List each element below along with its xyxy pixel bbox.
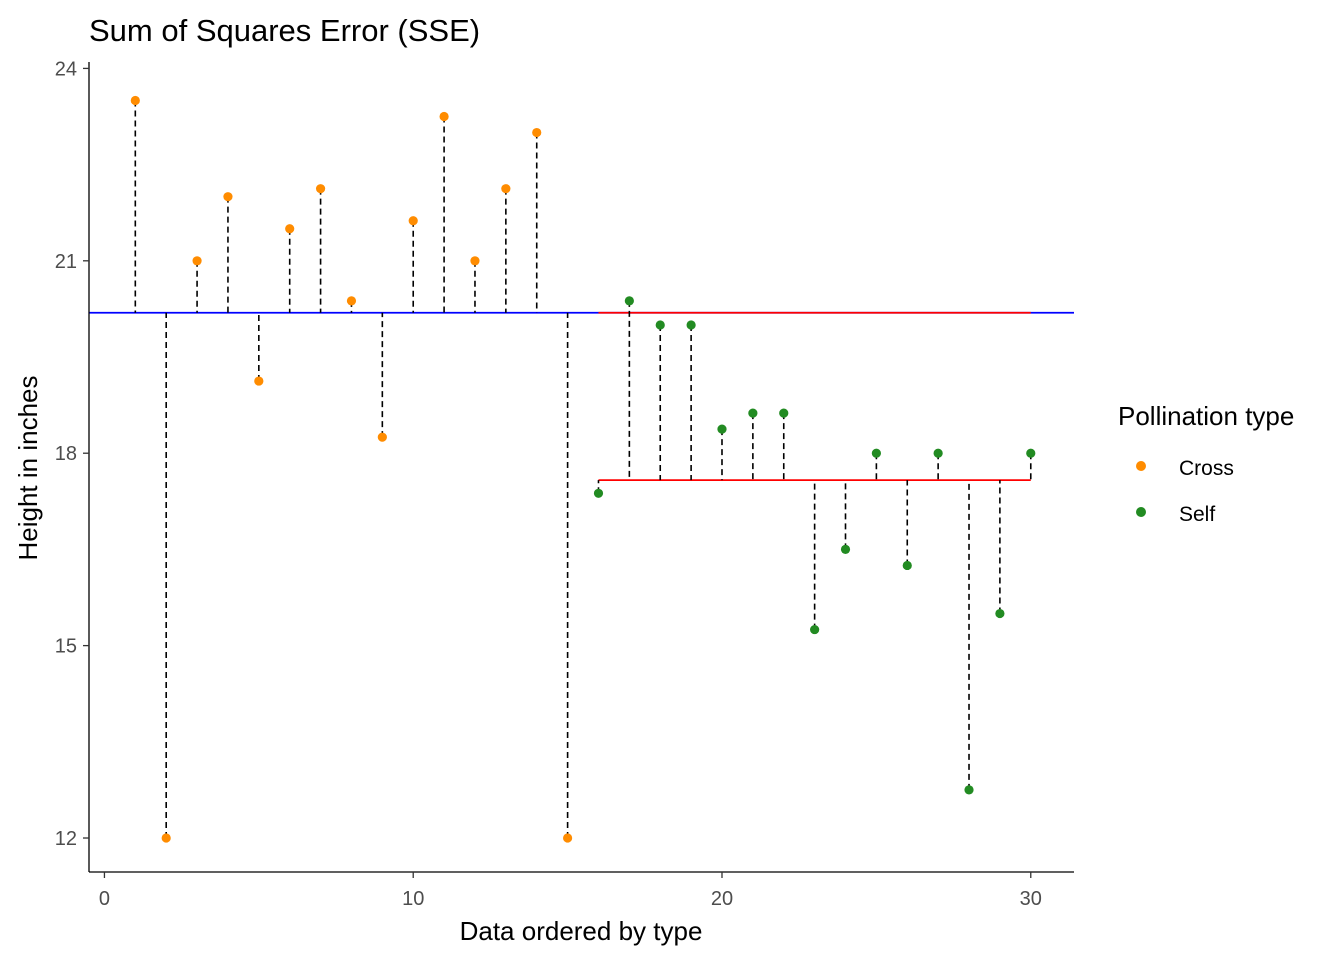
- y-tick-label: 21: [55, 251, 77, 273]
- data-point-self: [1026, 448, 1036, 458]
- data-point-cross: [285, 224, 295, 234]
- data-point-cross: [161, 833, 171, 843]
- legend-key-cross: [1136, 461, 1146, 471]
- data-point-self: [840, 544, 851, 555]
- data-point-cross: [192, 256, 202, 266]
- data-point-self: [810, 624, 820, 635]
- data-point-cross: [377, 432, 387, 442]
- y-axis-title: Height in inches: [13, 376, 43, 561]
- data-point-cross: [563, 833, 573, 843]
- axis-ticks: 12 15 18 21 24 0 10 20 30: [55, 58, 1042, 910]
- data-point-self: [902, 560, 912, 571]
- data-point-cross: [532, 127, 542, 138]
- data-point-self: [717, 424, 727, 434]
- chart-title: Sum of Squares Error (SSE): [89, 13, 480, 48]
- data-point-cross: [501, 184, 511, 194]
- x-tick-label: 0: [99, 888, 110, 910]
- x-tick-label: 10: [402, 888, 424, 910]
- data-point-cross: [470, 256, 480, 266]
- legend: Pollination type Cross Self: [1118, 401, 1294, 526]
- plot-area: [89, 95, 1074, 843]
- y-tick-label: 18: [55, 443, 77, 465]
- data-point-cross: [223, 192, 233, 202]
- data-point-cross: [346, 296, 357, 306]
- x-tick-label: 30: [1020, 888, 1042, 910]
- x-tick-label: 20: [711, 888, 733, 910]
- legend-label-cross: Cross: [1179, 457, 1234, 480]
- data-point-cross: [130, 95, 140, 106]
- legend-label-self: Self: [1179, 503, 1215, 526]
- legend-title: Pollination type: [1118, 401, 1294, 431]
- data-point-self: [964, 785, 974, 795]
- data-point-self: [686, 320, 696, 330]
- data-point-self: [655, 320, 665, 330]
- data-point-self: [593, 488, 604, 498]
- data-point-cross: [315, 184, 326, 194]
- data-point-self: [933, 448, 943, 458]
- data-point-self: [748, 408, 758, 418]
- x-axis-title: Data ordered by type: [460, 916, 703, 946]
- data-point-cross: [408, 216, 418, 226]
- y-tick-label: 12: [55, 828, 77, 850]
- data-point-cross: [254, 376, 264, 386]
- data-point-self: [624, 296, 634, 306]
- data-point-cross: [439, 111, 449, 122]
- y-tick-label: 24: [55, 58, 77, 80]
- data-point-self: [779, 408, 789, 418]
- data-point-self: [871, 448, 881, 458]
- data-point-self: [995, 608, 1005, 619]
- y-tick-label: 15: [55, 636, 77, 658]
- legend-key-self: [1136, 507, 1146, 517]
